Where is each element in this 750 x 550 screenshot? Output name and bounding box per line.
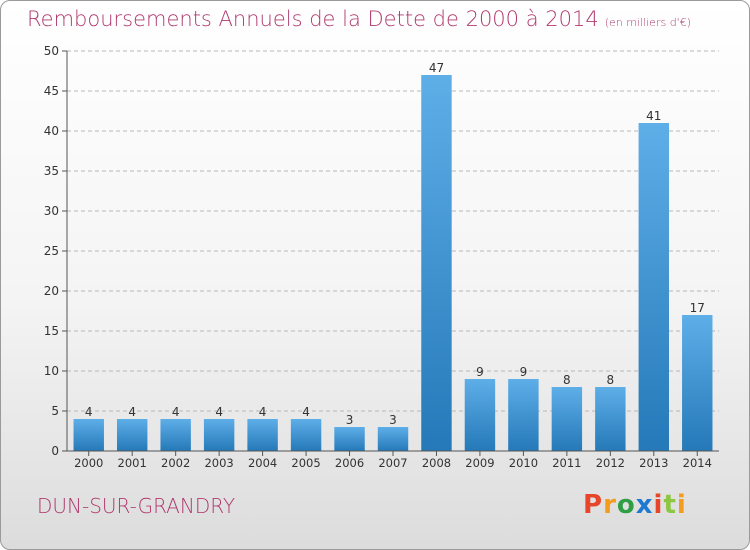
grid-lines — [67, 50, 719, 412]
x-tick-label: 2003 — [204, 456, 233, 470]
bar-2001[interactable] — [116, 419, 148, 451]
y-tick-label: 30 — [44, 204, 59, 218]
y-tick-label: 20 — [44, 284, 59, 298]
data-label: 4 — [302, 405, 310, 419]
x-tick-label: 2010 — [509, 456, 538, 470]
proxiti-logo[interactable]: Proxiti — [583, 490, 687, 520]
y-tick-label: 35 — [44, 164, 59, 178]
data-label: 8 — [563, 373, 571, 387]
logo-letter: o — [616, 490, 636, 520]
data-label: 41 — [646, 109, 661, 123]
x-axis: 2000 2001 2002 2003 2004 2005 2006 2007 2008 2009… — [67, 450, 719, 470]
data-label: 3 — [389, 413, 397, 427]
chart-title: Remboursements Annuels de la Dette de 20… — [27, 7, 691, 31]
chart-title-text: Remboursements Annuels de la Dette de 20… — [27, 7, 599, 31]
bar-2013[interactable] — [638, 123, 670, 451]
x-tick-label: 2004 — [248, 456, 277, 470]
y-axis: 0 5 10 15 20 25 30 35 40 45 50 — [44, 44, 68, 458]
logo-letter: t — [663, 490, 677, 520]
x-tick-label: 2000 — [74, 456, 103, 470]
x-tick-label: 2001 — [118, 456, 147, 470]
data-label: 4 — [215, 405, 223, 419]
data-label: 4 — [172, 405, 180, 419]
y-tick-label: 10 — [44, 364, 59, 378]
logo-letter: i — [653, 490, 664, 520]
data-label: 8 — [607, 373, 615, 387]
data-label: 9 — [476, 365, 484, 379]
bar-2006[interactable] — [334, 427, 365, 451]
data-label: 9 — [520, 365, 528, 379]
logo-letter: i — [676, 490, 687, 520]
logo-letter: x — [635, 490, 654, 520]
bars: 4 4 4 4 4 4 3 3 47 9 9 8 8 41 17 — [73, 61, 713, 451]
data-label: 47 — [429, 61, 444, 75]
location-name: DUN-SUR-GRANDRY — [37, 494, 236, 518]
data-label: 4 — [128, 405, 136, 419]
bar-2014[interactable] — [682, 315, 713, 451]
bar-2004[interactable] — [247, 419, 278, 451]
bar-2008[interactable] — [421, 75, 452, 451]
bar-2000[interactable] — [73, 419, 104, 451]
x-tick-label: 2013 — [639, 456, 668, 470]
x-tick-label: 2008 — [422, 456, 451, 470]
data-label: 17 — [690, 301, 705, 315]
bar-2012[interactable] — [595, 387, 626, 451]
x-tick-label: 2006 — [335, 456, 364, 470]
x-tick-label: 2011 — [552, 456, 581, 470]
bar-2002[interactable] — [160, 419, 191, 451]
y-tick-label: 15 — [44, 324, 59, 338]
bar-2003[interactable] — [203, 419, 235, 451]
bar-2009[interactable] — [464, 379, 496, 451]
bar-2005[interactable] — [290, 419, 322, 451]
bar-2010[interactable] — [508, 379, 539, 451]
x-tick-label: 2009 — [465, 456, 494, 470]
chart-subtitle: (en milliers d'€) — [604, 16, 691, 29]
logo-letter: P — [583, 490, 604, 520]
x-tick-label: 2002 — [161, 456, 190, 470]
bar-2011[interactable] — [551, 387, 583, 451]
y-tick-label: 45 — [44, 84, 59, 98]
y-tick-label: 25 — [44, 244, 59, 258]
data-label: 3 — [346, 413, 354, 427]
bar-2007[interactable] — [377, 427, 409, 451]
x-tick-label: 2007 — [378, 456, 407, 470]
logo-letter: r — [603, 490, 617, 520]
y-tick-label: 5 — [51, 404, 59, 418]
y-tick-label: 0 — [51, 444, 59, 458]
data-label: 4 — [85, 405, 93, 419]
data-label: 4 — [259, 405, 267, 419]
x-tick-label: 2012 — [596, 456, 625, 470]
x-tick-label: 2005 — [291, 456, 320, 470]
y-tick-label: 40 — [44, 124, 59, 138]
x-tick-label: 2014 — [683, 456, 712, 470]
y-tick-label: 50 — [44, 44, 59, 58]
